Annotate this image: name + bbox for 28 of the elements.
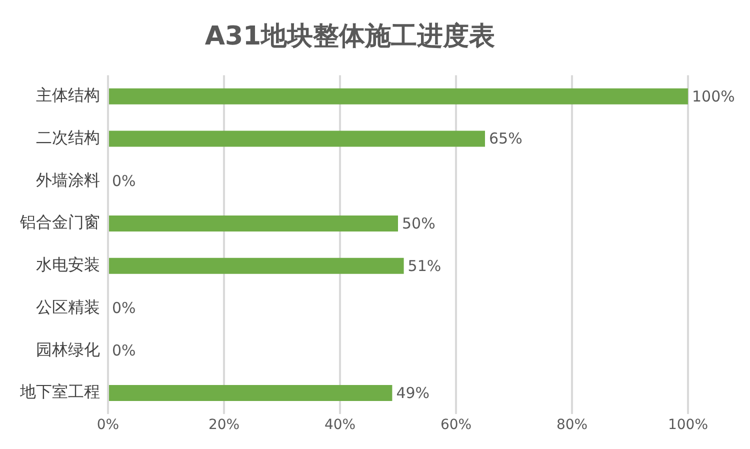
y-tick-label: 地下室工程 — [19, 382, 100, 402]
bar — [109, 258, 404, 274]
data-label: 100% — [692, 87, 735, 106]
bar — [109, 88, 688, 104]
data-label: 0% — [112, 342, 136, 360]
x-tick-label: 40% — [324, 417, 356, 434]
y-tick-label: 二次结构 — [36, 128, 100, 147]
data-label: 0% — [112, 299, 136, 318]
x-tick-label: 0% — [96, 417, 120, 434]
y-tick-label: 公区精装 — [36, 297, 100, 316]
bar — [109, 216, 398, 232]
data-label: 50% — [402, 214, 436, 232]
x-tick-label: 60% — [440, 417, 472, 434]
y-tick-label: 外墙涂料 — [36, 170, 100, 190]
y-tick-label: 主体结构 — [36, 86, 100, 105]
y-tick-label: 园林绿化 — [36, 340, 100, 359]
x-tick-label: 20% — [208, 417, 240, 434]
data-label: 49% — [396, 384, 430, 402]
bar — [109, 130, 485, 147]
data-label: 65% — [489, 130, 522, 148]
y-tick-label: 铝合金门窗 — [19, 212, 100, 232]
x-tick-label: 80% — [556, 417, 588, 434]
data-label: 51% — [408, 256, 442, 275]
chart-title: A31地块整体施工进度表 — [204, 21, 496, 52]
data-label: 0% — [112, 172, 136, 190]
x-tick-label: 100% — [668, 417, 708, 434]
bar — [109, 385, 392, 402]
y-tick-label: 水电安装 — [36, 255, 100, 274]
